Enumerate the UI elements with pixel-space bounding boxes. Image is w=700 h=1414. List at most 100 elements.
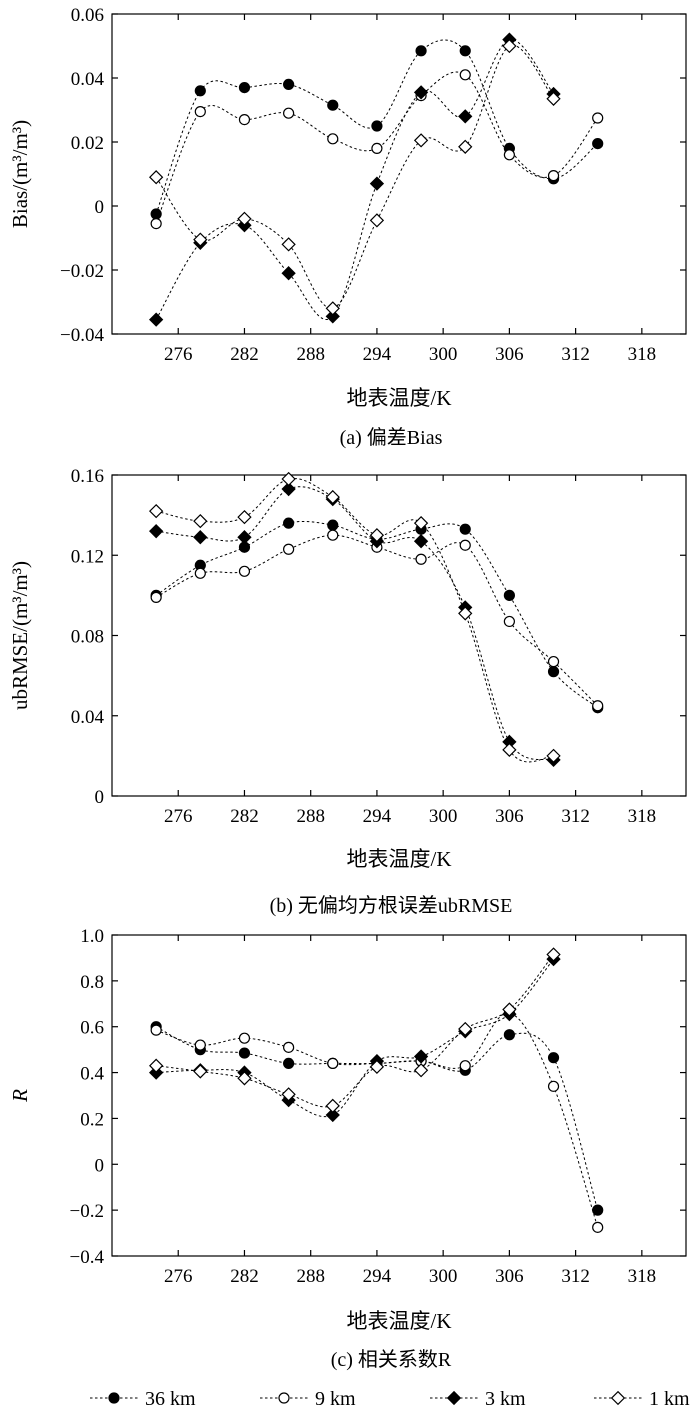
data-point [238, 565, 251, 577]
data-point [413, 1049, 429, 1064]
legend-marker [108, 1392, 120, 1404]
x-tick-label: 312 [561, 1266, 590, 1287]
data-point [193, 232, 208, 247]
legend-marker [610, 1390, 626, 1406]
x-tick-label: 288 [296, 344, 325, 365]
data-point [547, 1080, 560, 1092]
data-point [149, 503, 164, 519]
data-point [502, 742, 517, 758]
data-point [237, 509, 252, 525]
x-tick-label: 294 [363, 344, 392, 365]
series-line [156, 486, 554, 761]
data-point [325, 309, 340, 324]
data-point [458, 606, 473, 621]
data-point [325, 1107, 340, 1123]
y-tick-label: 0.02 [71, 133, 104, 154]
data-point [546, 91, 561, 106]
data-point [546, 947, 561, 962]
x-tick-label: 300 [429, 1266, 458, 1287]
legend-item-1km: 1 km [594, 1388, 690, 1410]
data-point [149, 524, 164, 539]
data-point [371, 142, 383, 154]
y-tick-label: 0 [95, 1155, 105, 1176]
data-point [237, 530, 252, 545]
x-tick-label: 312 [561, 806, 590, 827]
x-tick-label: 282 [230, 1266, 259, 1287]
series-line [156, 477, 554, 763]
y-tick-label: 0.08 [71, 627, 104, 648]
data-point [325, 489, 340, 505]
chart-panel-2: 276 282 288 294 300 306 312 318 0 0.04 0.08 0.12 0.1… [8, 466, 687, 917]
x-axis-title: 地表温度/K [347, 386, 452, 410]
x-tick-label: 318 [628, 1266, 657, 1287]
data-point [459, 1060, 471, 1072]
data-point [503, 589, 515, 601]
series-line [155, 44, 554, 309]
data-point [283, 107, 295, 119]
data-point [237, 1071, 252, 1086]
data-point [238, 1047, 251, 1059]
y-tick-label: 0.16 [71, 466, 104, 487]
data-point [327, 1057, 339, 1070]
legend-marker [278, 1392, 290, 1404]
data-point [547, 170, 560, 182]
x-tick-label: 294 [363, 806, 392, 827]
data-point [459, 523, 471, 535]
x-tick-label: 300 [429, 806, 458, 827]
data-point [413, 85, 429, 100]
x-tick-label: 300 [429, 344, 458, 365]
series-line [156, 954, 554, 1108]
series-1km [149, 471, 561, 764]
y-tick-label: −0.4 [70, 1247, 105, 1268]
data-point [194, 85, 206, 97]
data-point [281, 471, 296, 487]
data-point [371, 120, 383, 132]
data-point [281, 237, 296, 252]
data-point [547, 655, 560, 668]
y-tick-label: −0.04 [60, 325, 104, 346]
y-tick-label: 0.06 [71, 5, 104, 26]
y-tick-label: 0.6 [80, 1018, 104, 1039]
data-point [502, 1002, 517, 1017]
data-point [150, 218, 162, 230]
data-point [194, 567, 206, 579]
series-9km [150, 529, 604, 712]
x-axis-title: 地表温度/K [347, 847, 452, 871]
y-tick-label: 0.04 [71, 707, 105, 728]
data-point [283, 1057, 295, 1070]
y-tick-label: 0 [95, 197, 105, 218]
data-point [149, 312, 164, 327]
x-tick-label: 282 [230, 806, 259, 827]
data-point [149, 1058, 164, 1073]
legend-item-36km: 36 km [90, 1388, 196, 1410]
legend-label: 9 km [315, 1388, 356, 1410]
data-point [413, 516, 429, 531]
data-point [325, 301, 340, 316]
series-36km [150, 1021, 604, 1216]
data-point [237, 211, 252, 226]
data-point [413, 1063, 429, 1078]
data-point [547, 1052, 560, 1064]
data-point [283, 78, 295, 91]
data-point [149, 170, 164, 185]
data-point [327, 519, 339, 531]
data-point [592, 1221, 604, 1233]
data-point [194, 105, 206, 118]
data-point [458, 1021, 473, 1037]
data-point [369, 176, 385, 191]
x-tick-label: 282 [230, 344, 259, 365]
x-tick-label: 318 [628, 344, 657, 365]
data-point [503, 149, 515, 161]
data-point [369, 528, 385, 543]
data-point [283, 517, 295, 529]
data-point [325, 1098, 340, 1113]
data-point [281, 481, 296, 497]
y-axis-title: Bias/(m³/m³) [8, 120, 32, 228]
y-axis-title: R [8, 1089, 32, 1103]
data-point [193, 513, 208, 529]
y-tick-label: 0.4 [80, 1064, 104, 1085]
series-3km [149, 951, 561, 1123]
x-tick-label: 306 [495, 344, 524, 365]
y-tick-label: −0.2 [70, 1201, 104, 1222]
x-tick-label: 288 [296, 1266, 325, 1287]
